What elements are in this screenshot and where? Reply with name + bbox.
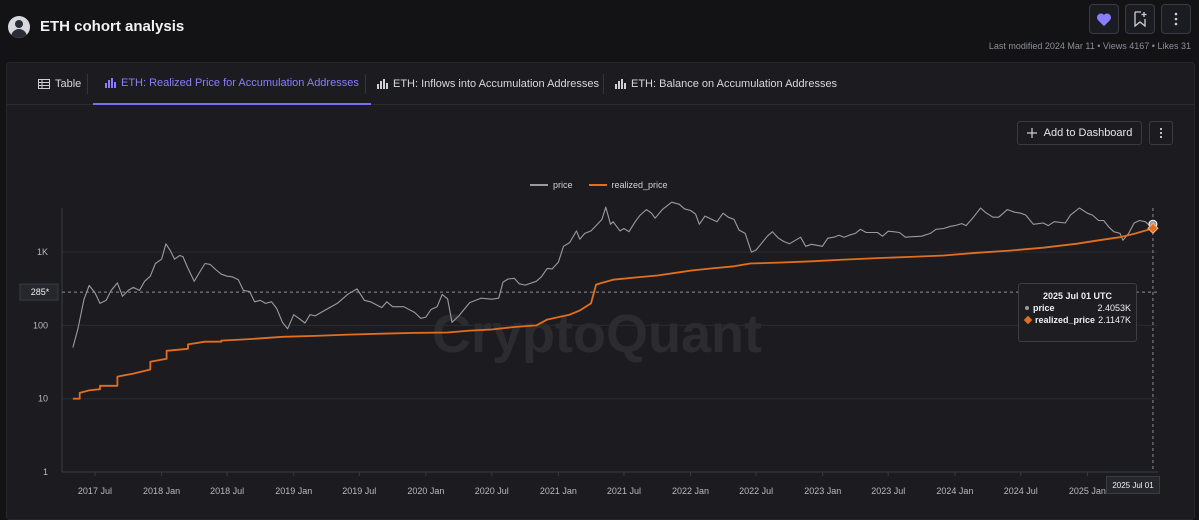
x-tick-label: 2022 Jan (672, 486, 709, 496)
x-tick-label: 2024 Jan (936, 486, 973, 496)
x-tick-label: 2017 Jul (78, 486, 112, 496)
price-marker-icon (1025, 306, 1029, 310)
x-tick-label: 2023 Jan (804, 486, 841, 496)
table-icon (38, 78, 50, 89)
x-tick-label: 2024 Jul (1004, 486, 1038, 496)
top-bar: ETH cohort analysis Last modified 2024 M… (0, 0, 1199, 60)
legend-item-realized-price[interactable]: realized_price (588, 180, 668, 190)
realized-price-marker-icon (1023, 315, 1033, 325)
crosshair-y-label: 285* (31, 287, 50, 297)
crosshair-x-label: 2025 Jul 01 (1106, 476, 1160, 494)
tooltip-row-realized-price: realized_price 2.1147K (1023, 315, 1131, 325)
y-tick-label: 1 (43, 467, 48, 477)
tooltip-row-price: price 2.4053K (1025, 303, 1131, 313)
chart-tooltip: 2025 Jul 01 UTC price 2.4053K realized_p… (1018, 283, 1137, 342)
avatar[interactable] (8, 16, 30, 38)
add-to-dashboard-label: Add to Dashboard (1043, 127, 1133, 139)
tab-table[interactable]: Table (38, 63, 81, 104)
crosshair-y-label-box (19, 283, 59, 301)
page-title: ETH cohort analysis (40, 18, 185, 35)
x-tick-label: 2018 Jul (210, 486, 244, 496)
legend-label: realized_price (611, 180, 668, 190)
y-tick-label: 100 (33, 320, 48, 330)
x-tick-label: 2021 Jul (607, 486, 641, 496)
kebab-menu-icon (1174, 12, 1178, 26)
watermark-text: CryptoQuant (432, 304, 762, 364)
tab-label: ETH: Inflows into Accumulation Addresses (393, 77, 600, 90)
bookmark-button[interactable] (1125, 4, 1155, 34)
bar-chart-icon (105, 78, 116, 88)
legend-item-price[interactable]: price (530, 180, 573, 190)
x-tick-label: 2022 Jul (739, 486, 773, 496)
kebab-menu-icon (1159, 127, 1163, 139)
series-line-realized-price (72, 227, 1154, 400)
tooltip-title: 2025 Jul 01 UTC (1042, 291, 1113, 301)
tab-label: ETH: Balance on Accumulation Addresses (631, 77, 838, 90)
y-tick-label: 1K (37, 247, 48, 257)
bar-chart-icon (615, 78, 626, 89)
chart-panel: Table ETH: Realized Price for Accumulati… (6, 62, 1195, 520)
realized-price-end-marker (1147, 222, 1159, 234)
x-tick-label: 2025 Jan (1069, 486, 1106, 496)
chart-options-button[interactable] (1149, 121, 1173, 145)
last-modified: Last modified 2024 Mar 11 (988, 41, 1095, 51)
bookmark-add-icon (1134, 11, 1147, 27)
x-tick-label: 2018 Jan (143, 486, 180, 496)
y-tick-label: 10 (38, 394, 48, 404)
x-tick-label: 2020 Jul (475, 486, 509, 496)
page-meta: Last modified 2024 Mar 11 • Views 4167 •… (988, 41, 1191, 51)
heart-icon (1096, 12, 1112, 26)
tab-label: ETH: Realized Price for Accumulation Add… (121, 77, 359, 89)
x-tick-label: 2020 Jan (407, 486, 444, 496)
tab-realized-price[interactable]: ETH: Realized Price for Accumulation Add… (93, 63, 371, 105)
chart-legend: price realized_price (530, 178, 684, 192)
views-count: Views 4167 (1102, 41, 1150, 51)
x-tick-label: 2019 Jul (342, 486, 376, 496)
x-tick-label: 2021 Jan (540, 486, 577, 496)
add-to-dashboard-button[interactable]: Add to Dashboard (1017, 121, 1142, 145)
like-button[interactable] (1089, 4, 1119, 34)
series-line-price (72, 201, 1154, 348)
tab-bar: Table ETH: Realized Price for Accumulati… (7, 63, 1194, 105)
bar-chart-icon (377, 78, 388, 89)
x-tick-label: 2019 Jan (275, 486, 312, 496)
legend-label: price (553, 180, 573, 190)
plus-icon (1026, 128, 1037, 138)
likes-count: Likes 31 (1157, 41, 1191, 51)
x-tick-label: 2023 Jul (871, 486, 905, 496)
more-options-button[interactable] (1161, 4, 1191, 34)
tab-label: Table (55, 77, 82, 90)
tab-inflows[interactable]: ETH: Inflows into Accumulation Addresses (377, 63, 599, 104)
tab-balance[interactable]: ETH: Balance on Accumulation Addresses (615, 63, 837, 104)
